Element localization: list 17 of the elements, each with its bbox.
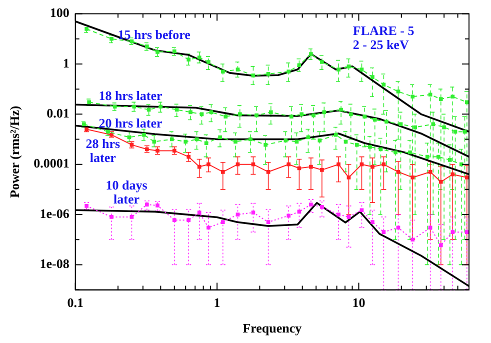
y-tick-label: 1e-06: [40, 206, 70, 221]
x-tick-label: 1: [214, 294, 220, 310]
y-tick-label: 100: [50, 5, 70, 20]
annotation: 10 days later: [106, 178, 148, 207]
y-tick-label: 1e-08: [40, 256, 70, 272]
annotation: 18 hrs later: [98, 88, 162, 103]
annotation: 15 hrs before: [118, 27, 191, 42]
x-tick-label: 0.1: [67, 294, 84, 310]
annotation: FLARE - 5 2 - 25 keV: [352, 23, 415, 52]
x-axis-title: Frequency: [242, 320, 302, 336]
x-tick-label: 10: [352, 294, 366, 310]
y-tick-label: 1: [62, 55, 70, 70]
y-tick-label: 0.01: [46, 106, 70, 121]
annotation: 28 hrs later: [86, 136, 120, 166]
y-tick-label: 0.0001: [34, 156, 70, 171]
y-axis-title: Power (rms²/Hz): [7, 106, 22, 198]
annotation: 20 hrs later: [98, 116, 162, 131]
